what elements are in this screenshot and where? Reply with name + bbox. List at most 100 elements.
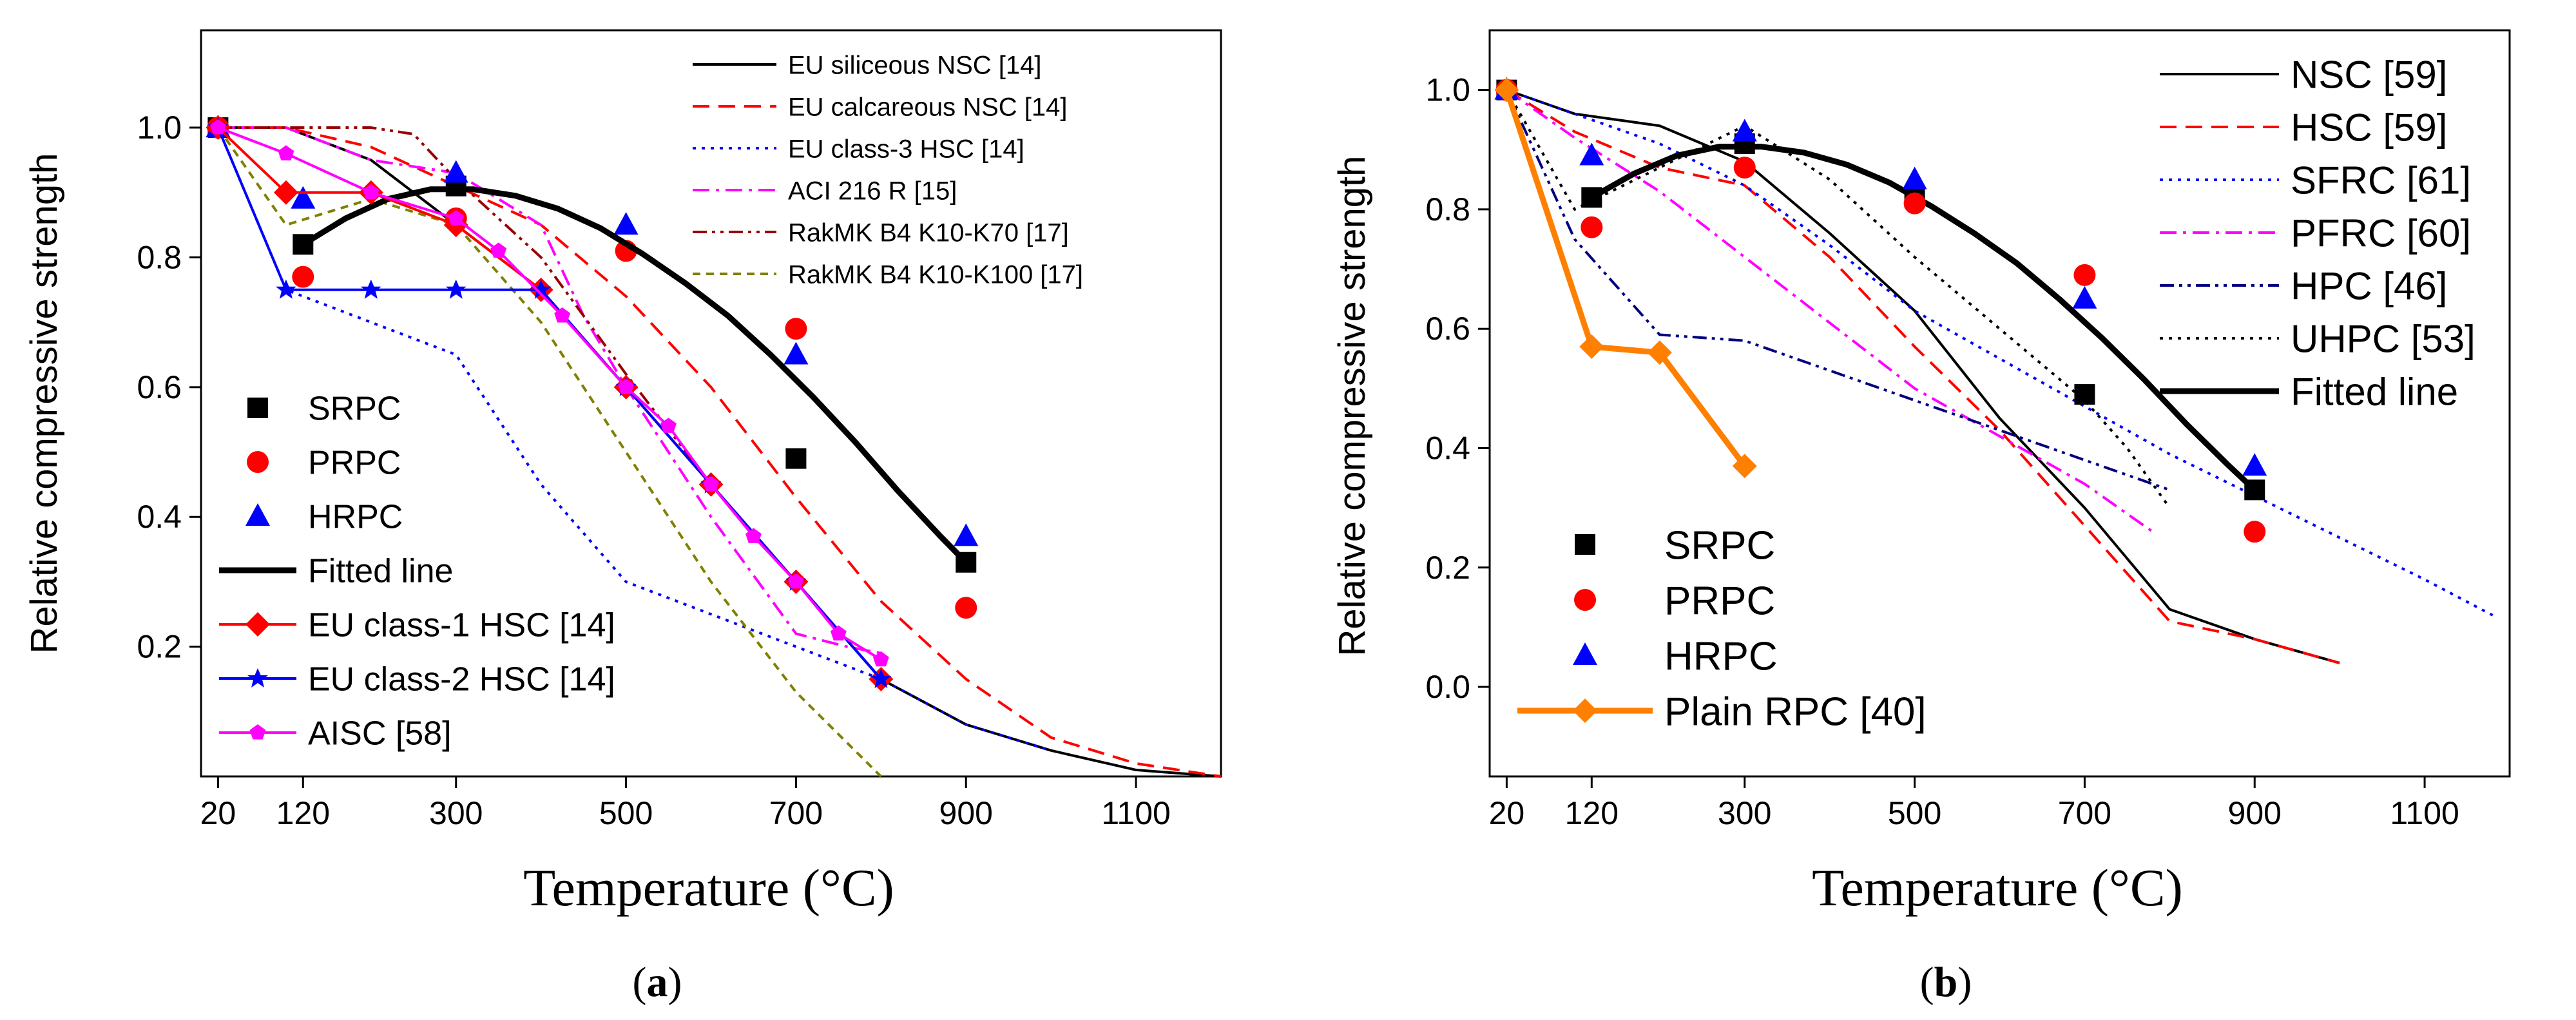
panel-a-x-tick-label: 900: [939, 795, 993, 831]
panel-a-legend-marker-aisc-58: [249, 724, 266, 740]
panel-a-point-aisc-58: [278, 145, 294, 160]
panel-b-legend-item-hsc-59: HSC [59]: [2160, 106, 2447, 149]
panel-b-point-srpc: [1581, 187, 1602, 208]
panel-b-legend-item-hrpc: HRPC: [1573, 634, 1778, 678]
panel-b-legend-item-nsc-59: NSC [59]: [2160, 53, 2447, 97]
panel-a-legend-label-aisc-58: AISC [58]: [308, 715, 452, 753]
panel-a-legend-item-rakmk-b4-k10-k70-17: RakMK B4 K10-K70 [17]: [693, 218, 1069, 247]
panel-b-legend-marker-plain-rpc-40: [1573, 698, 1597, 723]
panel-a-x-axis-label: Temperature (°C): [523, 858, 894, 917]
panel-a-y-axis-label: Relative compressive strength: [23, 153, 65, 654]
panel-a-point-aisc-58: [490, 242, 507, 258]
panel-b-point-plain-rpc-40: [1579, 334, 1604, 359]
panel-a-point-srpc: [785, 448, 807, 469]
panel-a-legend-item-fitted-line: Fitted line: [219, 553, 453, 590]
panel-b-legend-label-nsc-59: NSC [59]: [2291, 53, 2447, 97]
panel-a-legend-item-aisc-58: AISC [58]: [219, 715, 452, 753]
panel-a-legend-item-aci-216-r-15: ACI 216 R [15]: [693, 177, 957, 205]
panel-b-y-tick-label: 1.0: [1425, 72, 1470, 108]
panel-b-plot-frame: [1488, 29, 2511, 778]
panel-a-legend-marker-prpc: [247, 451, 269, 473]
panel-a-legend-item-eu-calcareous-nsc-14: EU calcareous NSC [14]: [693, 93, 1068, 121]
panel-a-legend-label-eu-class-2-hsc-14: EU class-2 HSC [14]: [308, 661, 615, 698]
panel-b-legend-label-pfrc-60: PFRC [60]: [2291, 212, 2471, 255]
panel-a-legend-label-prpc: PRPC: [308, 445, 401, 482]
panel-a-y-tick-label: 0.2: [137, 629, 182, 665]
panel-b-x-tick-label: 500: [1888, 795, 1941, 831]
panel-b-series-srpc: [1496, 79, 2265, 501]
panel-a-series-eu-calcareous-nsc-14: [218, 126, 1222, 778]
panel-a-legend-label-rakmk-b4-k10-k100-17: RakMK B4 K10-K100 [17]: [788, 260, 1083, 289]
panel-a-series-eu-class-3-hsc-14: [216, 127, 1052, 752]
panel-b-y-tick-label: 0.0: [1425, 669, 1470, 705]
panel-a-series-rakmk-b4-k10-k100-17: [216, 126, 882, 778]
panel-a-legend-label-srpc: SRPC: [308, 390, 401, 428]
panel-a-x-tick-label: 1100: [1101, 795, 1171, 831]
panel-a-caption-letter: a: [647, 959, 668, 1006]
panel-a-x-tick-label: 700: [769, 795, 823, 831]
panel-b-series-hsc-59: [1506, 88, 2340, 664]
panel-b-y-tick-label: 0.8: [1425, 191, 1470, 227]
panel-a-series-eu-class-2-hsc-14: [207, 117, 892, 688]
panel-b-chart: 20 120 300 500 700 900 11000.00.20.40.60.81.0 …: [1331, 29, 2511, 1006]
panel-a-line-eu-calcareous-nsc-14: [218, 126, 1222, 778]
panel-a-point-hrpc: [783, 342, 809, 365]
panel-b-legend-label-fitted-line: Fitted line: [2291, 370, 2458, 414]
panel-b-line-hsc-59: [1506, 88, 2340, 664]
panel-b-x-tick-label: 300: [1718, 795, 1771, 831]
panel-a-legend-label-rakmk-b4-k10-k70-17: RakMK B4 K10-K70 [17]: [788, 218, 1069, 247]
panel-a-legend-marker-eu-class-1-hsc-14: [245, 612, 270, 637]
panel-a-point-hrpc: [954, 523, 979, 546]
panel-b-legend-label-hpc-46: HPC [46]: [2291, 265, 2447, 308]
panel-a-legend-label-hrpc: HRPC: [308, 499, 403, 536]
panel-b-x-tick-label: 120: [1565, 795, 1619, 831]
panel-b-caption-letter: b: [1934, 959, 1958, 1006]
panel-b-line-uhpc-53: [1505, 89, 2171, 509]
panel-a-x-tick-label: 20: [200, 795, 236, 831]
panel-a-legend: EU siliceous NSC [14] EU calcareous NSC […: [219, 51, 1083, 753]
panel-b-x-tick-label: 20: [1489, 795, 1525, 831]
panel-b-legend-item-plain-rpc-40: Plain RPC [40]: [1517, 689, 1927, 734]
panel-b-legend-item-pfrc-60: PFRC [60]: [2160, 212, 2471, 255]
panel-a-point-aisc-58: [872, 651, 889, 667]
panel-b-line-pfrc-60: [1506, 89, 2154, 533]
panel-a-series-aisc-58: [209, 119, 889, 667]
panel-b-legend-item-sfrc-61: SFRC [61]: [2160, 159, 2471, 202]
panel-a-legend-item-eu-class-3-hsc-14: EU class-3 HSC [14]: [693, 135, 1024, 163]
panel-a-x-tick-label: 120: [276, 795, 330, 831]
panel-a-series-aci-216-r-15: [218, 126, 881, 655]
panel-b-point-prpc: [1903, 192, 1926, 215]
panel-b-point-prpc: [1733, 157, 1756, 179]
panel-a-legend-item-eu-class-2-hsc-14: EU class-2 HSC [14]: [219, 661, 615, 698]
panel-a-y-tick-label: 0.8: [137, 239, 182, 275]
panel-a-line-eu-class-3-hsc-14: [216, 127, 1052, 752]
panel-a-series-layer: [206, 115, 1222, 778]
panel-b-line-nsc-59: [1506, 88, 2340, 664]
panel-a-legend-item-eu-class-1-hsc-14: EU class-1 HSC [14]: [219, 607, 615, 644]
panel-a-y-tick-label: 0.6: [137, 369, 182, 405]
panel-a-legend-label-eu-class-1-hsc-14: EU class-1 HSC [14]: [308, 607, 615, 644]
panel-b-legend-item-hpc-46: HPC [46]: [2160, 265, 2447, 308]
panel-a-legend-item-prpc: PRPC: [247, 445, 401, 482]
panel-b-point-prpc: [1581, 216, 1603, 238]
panel-b-point-hrpc: [1902, 166, 1927, 189]
panel-b-legend-label-plain-rpc-40: Plain RPC [40]: [1664, 689, 1927, 734]
panel-a-legend-marker-srpc: [247, 398, 268, 418]
panel-b-x-axis-label: Temperature (°C): [1812, 858, 2183, 917]
panel-b-series-fitted-line: [1590, 144, 2257, 492]
panel-a-point-prpc: [955, 597, 977, 619]
panel-a-legend-item-hrpc: HRPC: [245, 499, 403, 536]
panel-b-legend-label-sfrc-61: SFRC [61]: [2291, 159, 2471, 202]
panel-a-x-tick-label: 500: [599, 795, 653, 831]
panel-b-line-fitted-line: [1590, 144, 2257, 492]
panel-b-y-tick-label: 0.4: [1425, 430, 1470, 466]
panel-a-point-prpc: [292, 265, 314, 288]
panel-a-point-prpc: [785, 318, 807, 340]
panel-b-y-axis-label: Relative compressive strength: [1331, 156, 1373, 657]
panel-b-legend-marker-srpc: [1575, 534, 1595, 555]
panel-b-line-plain-rpc-40: [1504, 89, 1747, 468]
panel-b-legend-label-hsc-59: HSC [59]: [2291, 106, 2447, 149]
panel-b-point-srpc: [2074, 384, 2095, 405]
panel-a-legend-label-eu-siliceous-nsc-14: EU siliceous NSC [14]: [788, 51, 1041, 79]
